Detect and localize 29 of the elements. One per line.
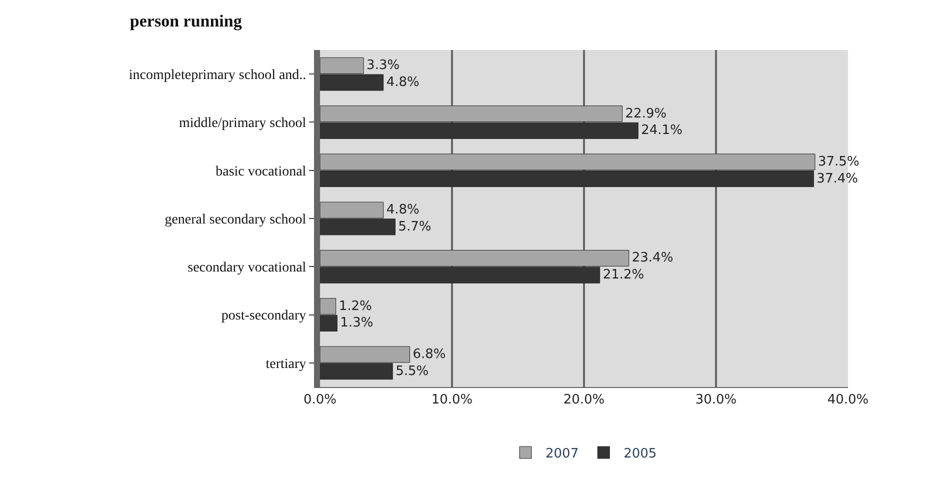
data-label: 1.3% [340,316,374,331]
x-tick-label: 30.0% [695,392,737,408]
y-tick-label: post-secondary [221,308,306,324]
x-tick-label: 20.0% [563,392,605,408]
data-label: 22.9% [625,106,667,122]
data-label: 37.4% [816,171,858,186]
data-label: 21.2% [602,268,644,283]
y-tick-label: middle/primary school [179,116,306,132]
x-tick-label: 40.0% [827,392,869,408]
data-label: 4.8% [386,202,420,218]
data-label: 1.2% [338,298,372,314]
y-tick-label: secondary vocational [188,260,306,276]
x-tick-label: 10.0% [431,392,473,408]
legend-label: 2005 [624,446,657,462]
data-label: 5.5% [396,364,429,379]
y-tick-label: tertiary [266,356,306,372]
data-label: 23.4% [632,250,674,266]
data-label: 24.1% [641,123,682,138]
y-tick-label: basic vocational [216,164,306,180]
legend-label: 2007 [546,446,579,462]
data-label: 37.5% [818,154,860,170]
x-tick-label: 0.0% [303,392,337,408]
data-label: 4.8% [386,74,420,90]
y-tick-label: general secondary school [164,212,306,228]
chart-title: person running [130,11,242,30]
data-label: 5.7% [398,219,432,234]
data-label: 3.3% [366,58,400,74]
y-tick-label: incompleteprimary school and.. [128,68,306,83]
data-label: 6.8% [412,347,446,362]
